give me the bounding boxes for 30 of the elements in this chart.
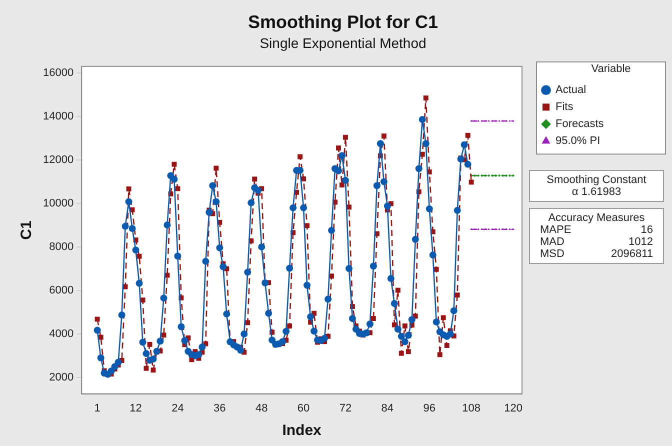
legend-label: 95.0% PI bbox=[556, 135, 600, 148]
y-tick-label: 10000 bbox=[42, 197, 74, 210]
x-tick-label: 72 bbox=[339, 402, 352, 414]
legend-label: Actual bbox=[556, 84, 586, 96]
x-tick-label: 60 bbox=[297, 402, 310, 414]
y-tick-label: 8000 bbox=[49, 240, 74, 253]
y-tick-label: 4000 bbox=[49, 328, 74, 340]
x-tick-label: 84 bbox=[381, 402, 394, 414]
chart-title: Smoothing Plot for C1 bbox=[248, 12, 438, 32]
x-tick-label: 120 bbox=[504, 402, 522, 414]
x-tick-label: 96 bbox=[423, 402, 436, 414]
y-tick-label: 16000 bbox=[42, 66, 74, 79]
y-tick-label: 2000 bbox=[49, 372, 74, 384]
y-tick-label: 12000 bbox=[42, 154, 74, 166]
legend-label: Forecasts bbox=[556, 118, 604, 130]
x-axis-title: Index bbox=[282, 422, 322, 440]
legend-title: Variable bbox=[591, 62, 631, 75]
text-panel: Accuracy Measures MAPE 16 MAD 1012 MSD 2096811 bbox=[529, 208, 664, 264]
y-axis-title: C1 bbox=[18, 220, 36, 240]
y-tick-label: 6000 bbox=[49, 284, 74, 296]
x-tick-label: 108 bbox=[462, 402, 480, 414]
legend-label: Fits bbox=[556, 101, 574, 114]
x-tick-label: 24 bbox=[172, 402, 184, 414]
y-tick-label: 14000 bbox=[42, 110, 74, 122]
x-tick-label: 1 bbox=[94, 402, 100, 414]
chart-subtitle: Single Exponential Method bbox=[260, 34, 426, 51]
x-tick-label: 12 bbox=[130, 402, 142, 414]
x-tick-label: 48 bbox=[255, 402, 268, 414]
text-panel: Smoothing Constant α 1.61983 bbox=[529, 170, 664, 202]
x-tick-label: 36 bbox=[214, 402, 226, 414]
